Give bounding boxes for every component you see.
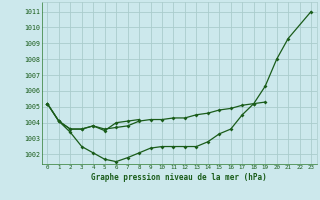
X-axis label: Graphe pression niveau de la mer (hPa): Graphe pression niveau de la mer (hPa) (91, 173, 267, 182)
